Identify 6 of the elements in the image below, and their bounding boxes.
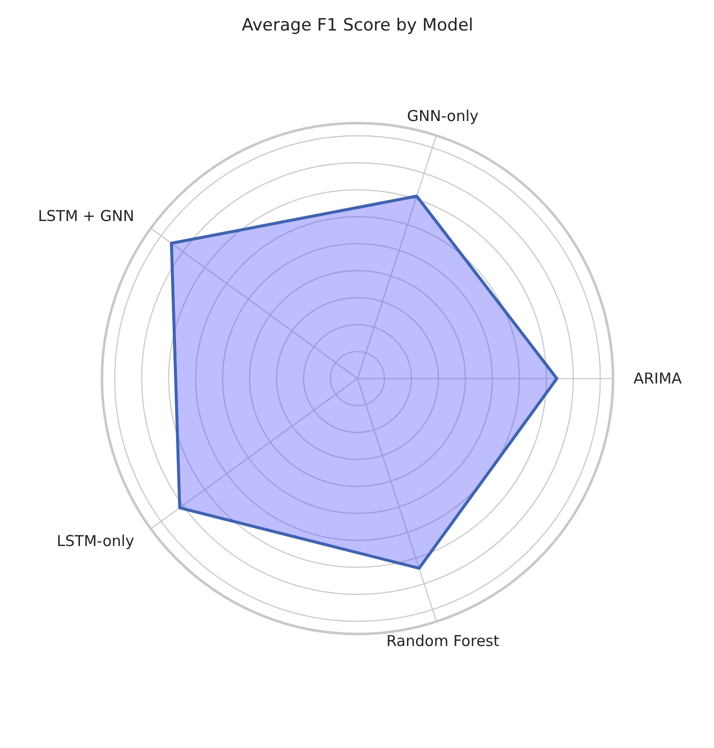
spoke-label: ARIMA	[634, 370, 683, 388]
spoke-label: Random Forest	[386, 632, 500, 650]
spoke-label: GNN-only	[407, 106, 479, 125]
spoke-label: LSTM-only	[56, 532, 134, 550]
spoke-label: LSTM + GNN	[38, 207, 134, 226]
chart-title: Average F1 Score by Model	[242, 16, 474, 36]
